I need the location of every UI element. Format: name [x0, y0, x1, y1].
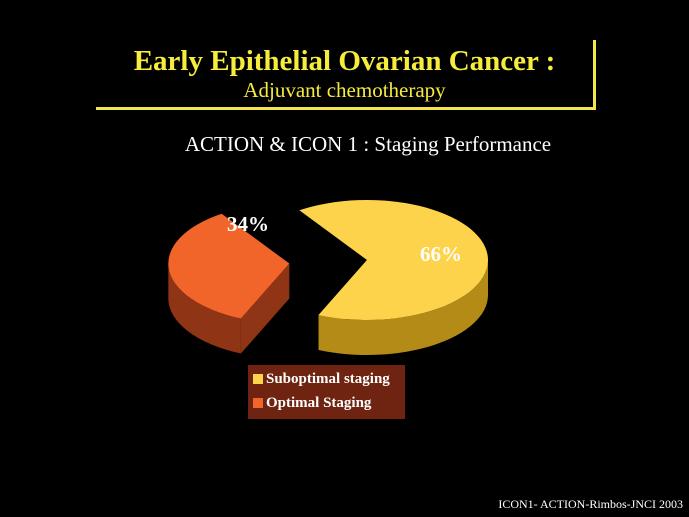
legend-label-optimal: Optimal Staging [266, 395, 372, 411]
legend-swatch-optimal [253, 398, 263, 408]
data-label-suboptimal: 66% [420, 242, 462, 266]
pie-slice-optimal [168, 213, 290, 319]
legend-item-optimal: Optimal Staging [253, 393, 371, 413]
pie-slice-suboptimal [299, 199, 488, 320]
pie-side-suboptimal [318, 260, 488, 355]
title-box: Early Epithelial Ovarian Cancer : Adjuva… [96, 40, 596, 110]
slide-subtitle: Adjuvant chemotherapy [243, 78, 446, 102]
legend-swatch-suboptimal [253, 374, 263, 384]
source-citation: ICON1- ACTION-Rimbos-JNCI 2003 [498, 497, 683, 511]
legend-item-suboptimal: Suboptimal staging [253, 369, 390, 389]
legend-label-suboptimal: Suboptimal staging [266, 371, 390, 387]
chart-legend: Suboptimal staging Optimal Staging [248, 365, 405, 419]
data-label-optimal: 34% [227, 212, 269, 236]
chart-heading: ACTION & ICON 1 : Staging Performance [184, 132, 552, 156]
slide-title: Early Epithelial Ovarian Cancer : [133, 45, 556, 77]
pie-side-optimal [168, 263, 241, 354]
pie-edge-optimal [240, 263, 290, 354]
